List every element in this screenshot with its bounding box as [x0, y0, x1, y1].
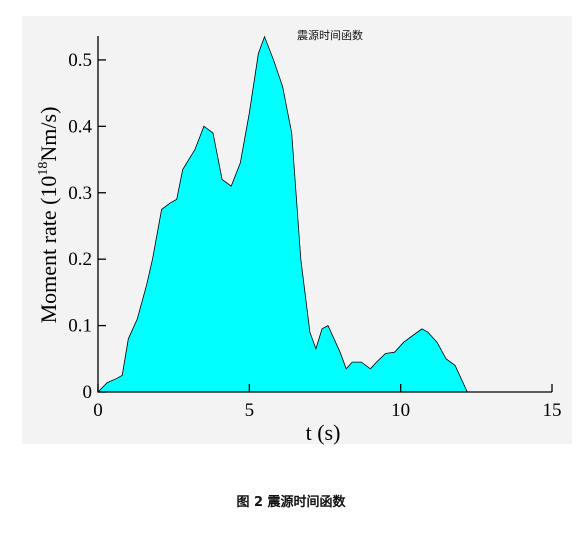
x-tick-label: 5 — [245, 400, 255, 421]
x-tick-label: 0 — [93, 400, 103, 421]
y-tick-label: 0.2 — [68, 249, 92, 270]
moment-rate-area — [97, 35, 468, 393]
y-tick-label: 0.4 — [68, 116, 92, 137]
chart-title: 震源时间函数 — [297, 28, 363, 42]
y-tick-label: 0.3 — [68, 183, 92, 204]
y-tick-label: 0 — [83, 382, 93, 403]
y-tick-label: 0.5 — [68, 50, 92, 71]
x-tick-label: 10 — [391, 400, 410, 421]
y-axis-label: Moment rate (1018Nm/s) — [36, 107, 61, 324]
x-tick-label: 15 — [543, 400, 562, 421]
y-tick-label: 0.1 — [68, 316, 92, 337]
x-axis-label: t (s) — [306, 420, 341, 445]
figure-caption: 图 2 震源时间函数 — [236, 495, 346, 510]
